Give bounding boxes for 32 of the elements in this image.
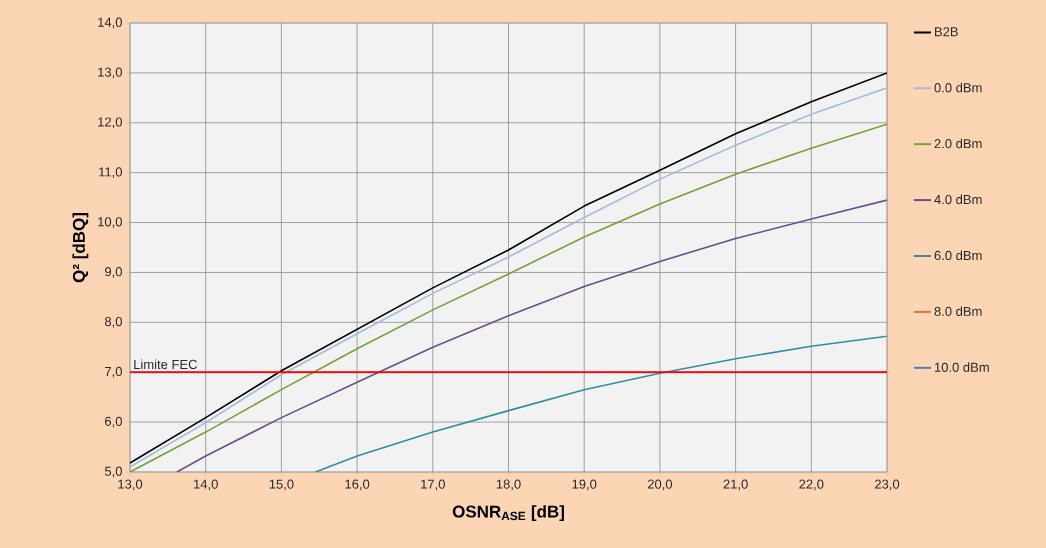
y-tick-label: 10,0: [98, 217, 122, 228]
y-tick-label: 8,0: [104, 316, 122, 328]
x-tick-label: 13,0: [118, 479, 143, 491]
line-series: [314, 335, 887, 472]
x-tick-label: 15,0: [269, 479, 294, 491]
x-tick-label: 21,0: [723, 479, 748, 491]
x-tick-label: 22,0: [799, 479, 824, 491]
x-axis-title: OSNR$_{ASE}$ [dB]: [452, 505, 564, 521]
x-tick-label: 16,0: [345, 479, 370, 491]
legend-label: B2B: [935, 27, 958, 37]
y-tick-label: 7,0: [105, 366, 122, 378]
y-tick-label: 6,0: [105, 416, 122, 428]
legend-label: 10.0 dBm: [934, 362, 989, 372]
y-axis-title: Q² [dBQ]: [72, 213, 89, 283]
legend-label: 2.0 dBm: [934, 138, 982, 149]
x-tick-label: 20,0: [647, 479, 673, 491]
legend-label: 8.0 dBm: [934, 306, 982, 316]
legend-label: 4.0 dBm: [934, 194, 982, 205]
y-tick-label: 5,0: [104, 466, 122, 478]
x-tick-label: 18,0: [496, 479, 521, 491]
x-tick-label: 14,0: [194, 479, 218, 491]
y-tick-label: 9,0: [105, 267, 122, 278]
y-tick-label: 12,0: [98, 117, 122, 129]
x-tick-label: 17,0: [421, 479, 445, 491]
y-tick-label: 14,0: [98, 17, 122, 29]
x-tick-label: 19,0: [572, 479, 597, 491]
y-tick-label: 13,0: [98, 67, 122, 79]
x-tick-label: 23,0: [875, 479, 900, 491]
legend-label: 6.0 dBm: [934, 250, 982, 261]
legend-label: 0.0 dBm: [934, 82, 982, 93]
y-tick-label: 11,0: [99, 167, 122, 179]
ref-line-label: Limite FEC: [134, 359, 197, 370]
